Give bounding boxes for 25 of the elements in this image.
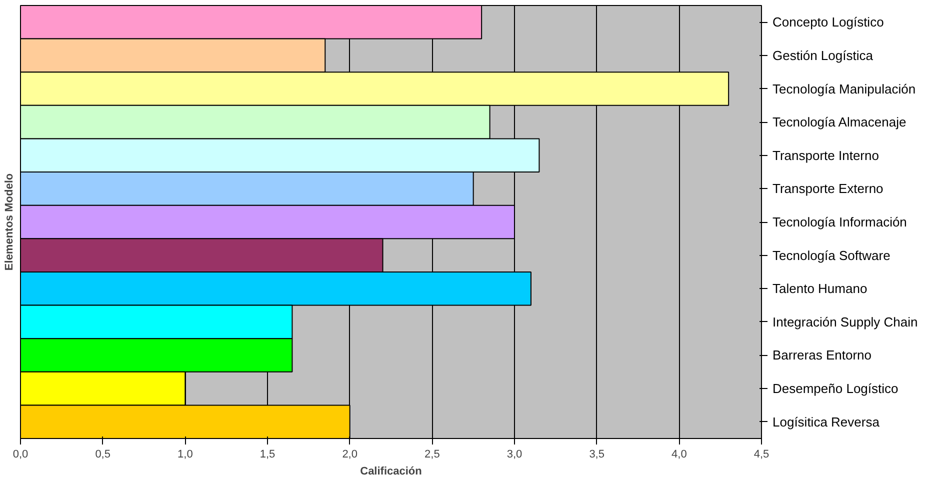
- x-tick-label: 0,5: [95, 448, 110, 460]
- y-tick-label: Tecnología Manipulación: [772, 81, 916, 96]
- y-tick-label: Logísitica Reversa: [772, 414, 880, 430]
- x-tick-label: 1,5: [260, 448, 276, 460]
- y-tick-label: Tecnología Software: [772, 248, 890, 263]
- x-tick-label: 2,0: [342, 448, 358, 460]
- x-tick-label: 3,0: [506, 448, 522, 460]
- y-tick-label: Gestión Logística: [772, 48, 874, 63]
- y-tick-label: Transporte Externo: [772, 181, 884, 196]
- x-tick-label: 4,5: [754, 448, 770, 460]
- x-tick-label: 0,0: [12, 448, 28, 460]
- x-tick-label: 2,5: [424, 448, 440, 460]
- x-axis-title: Calificación: [360, 466, 422, 478]
- y-axis-title: Elementos Modelo: [4, 173, 16, 271]
- y-tick-label: Tecnología Almacenaje: [772, 114, 906, 130]
- y-tick-label: Barreras Entorno: [772, 348, 872, 363]
- y-tick-label: Transporte Interno: [772, 148, 879, 163]
- x-tick-label: 3,5: [589, 448, 604, 460]
- y-tick-label: Concepto Logístico: [772, 14, 884, 30]
- y-tick-label: Talento Humano: [772, 281, 868, 296]
- x-tick-label: 4,0: [672, 448, 687, 460]
- y-tick-label: Integración Supply Chain: [772, 314, 918, 330]
- y-tick-label: Tecnología Información: [772, 214, 907, 230]
- x-tick-label: 1,0: [178, 448, 193, 460]
- y-tick-label: Desempeño Logístico: [772, 381, 898, 396]
